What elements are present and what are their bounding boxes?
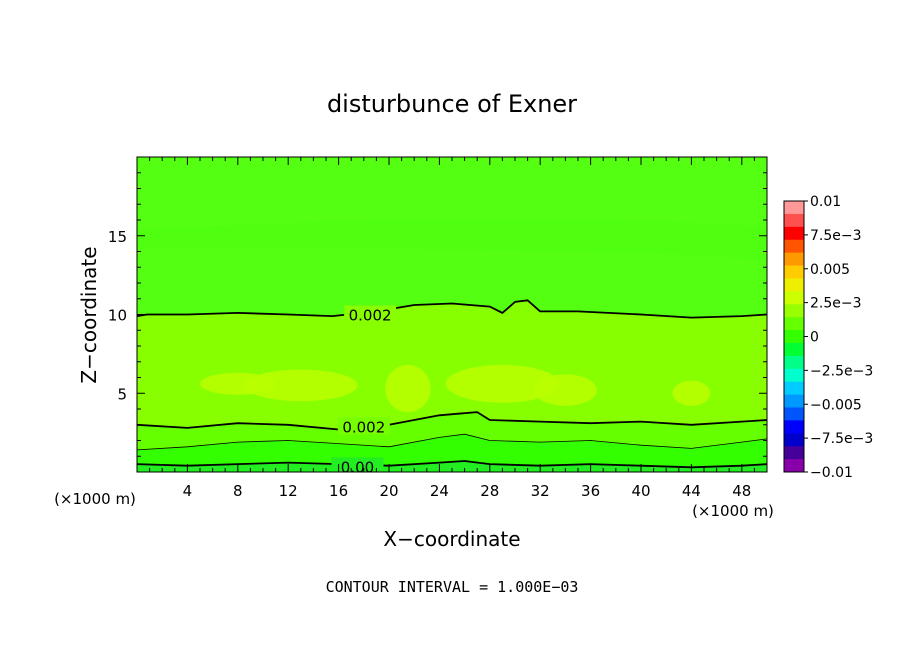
contour-interval-note: CONTOUR INTERVAL = 1.000E−03 xyxy=(326,578,579,596)
contour-line xyxy=(137,433,767,451)
x-tick-label: 12 xyxy=(279,482,298,500)
highlight-patch xyxy=(385,364,431,413)
colorbar-swatch xyxy=(784,317,804,331)
contour-line xyxy=(137,299,767,319)
contour-fill-layer: 0.002 0.002 0.00 xyxy=(137,157,767,476)
contour-label: 0.002 xyxy=(349,307,392,325)
x-axis-label: X−coordinate xyxy=(383,527,520,551)
axis-ticks xyxy=(137,157,767,472)
y-tick-label: 5 xyxy=(117,385,127,403)
x-tick-label: 16 xyxy=(329,482,348,500)
colorbar-label: 0 xyxy=(810,330,819,346)
colorbar-swatch xyxy=(784,239,804,254)
contour-line xyxy=(137,411,767,431)
colorbar-swatch xyxy=(784,201,804,215)
colorbar-swatch xyxy=(784,407,804,421)
y-tick-label: 10 xyxy=(108,307,127,325)
colorbar: 0.01 7.5e−3 0.005 2.5e−3 0 −2.5e−3 −0.005 −7.5e… xyxy=(783,194,873,481)
colorbar-swatch xyxy=(784,355,804,370)
y-axis-label: Z−coordinate xyxy=(77,246,101,383)
fill-upper-band xyxy=(137,218,767,260)
colorbar-label: −7.5e−3 xyxy=(810,431,873,447)
x-tick-label: 44 xyxy=(682,482,701,500)
colorbar-label: 0.01 xyxy=(810,194,841,210)
colorbar-label: −0.005 xyxy=(810,397,862,413)
y-tick-label: 15 xyxy=(108,228,127,246)
plot-area: 0.002 0.002 0.00 xyxy=(136,156,768,476)
x-tick-labels: 4 8 12 16 20 24 28 32 36 40 44 48 xyxy=(183,482,752,500)
contour-line xyxy=(137,460,767,469)
x-tick-label: 48 xyxy=(732,482,751,500)
colorbar-swatch xyxy=(784,368,804,383)
colorbar-swatch xyxy=(784,330,804,344)
colorbar-label: 2.5e−3 xyxy=(810,296,862,312)
x-unit-label-left: (×1000 m) xyxy=(54,490,136,508)
colorbar-swatch xyxy=(784,433,804,447)
colorbar-swatch xyxy=(784,459,804,473)
y-tick-labels: 5 10 15 xyxy=(108,228,127,404)
highlight-patch xyxy=(533,374,597,406)
colorbar-swatch xyxy=(784,291,804,305)
highlight-patch xyxy=(200,372,276,395)
colorbar-label: −0.01 xyxy=(810,465,853,481)
fill-lower-band xyxy=(137,412,767,450)
x-tick-label: 36 xyxy=(581,482,600,500)
x-tick-label: 8 xyxy=(233,482,243,500)
colorbar-swatch xyxy=(784,342,804,357)
colorbar-swatch xyxy=(784,420,804,434)
x-unit-label-right: (×1000 m) xyxy=(692,502,774,520)
x-tick-label: 28 xyxy=(480,482,499,500)
highlight-patch xyxy=(445,364,560,403)
chart-title: disturbunce of Exner xyxy=(327,90,577,118)
highlight-patch xyxy=(244,369,358,402)
x-tick-label: 20 xyxy=(379,482,398,500)
x-tick-label: 4 xyxy=(183,482,193,500)
contour-label: 0.00 xyxy=(341,458,374,476)
colorbar-swatch xyxy=(784,213,804,228)
colorbar-swatch xyxy=(784,394,804,408)
x-tick-label: 24 xyxy=(430,482,449,500)
colorbar-swatch xyxy=(784,278,804,292)
contour-label: 0.002 xyxy=(342,418,385,436)
colorbar-label: 7.5e−3 xyxy=(810,228,862,244)
contour-label-bg xyxy=(337,417,390,435)
colorbar-label: 0.005 xyxy=(810,262,850,278)
x-tick-label: 40 xyxy=(631,482,650,500)
fill-mid-band xyxy=(137,300,767,430)
colorbar-swatch xyxy=(784,446,804,460)
colorbar-swatch xyxy=(784,381,804,396)
colorbar-label: −2.5e−3 xyxy=(810,363,873,379)
fill-below-zero xyxy=(137,461,767,472)
contour-label-bg xyxy=(344,305,397,323)
colorbar-swatch xyxy=(784,265,804,279)
colorbar-swatch xyxy=(784,252,804,267)
x-tick-label: 32 xyxy=(531,482,550,500)
highlight-patch xyxy=(672,380,711,406)
contour-label-bg xyxy=(331,457,384,472)
colorbar-swatch xyxy=(784,304,804,318)
colorbar-swatch xyxy=(784,226,804,241)
